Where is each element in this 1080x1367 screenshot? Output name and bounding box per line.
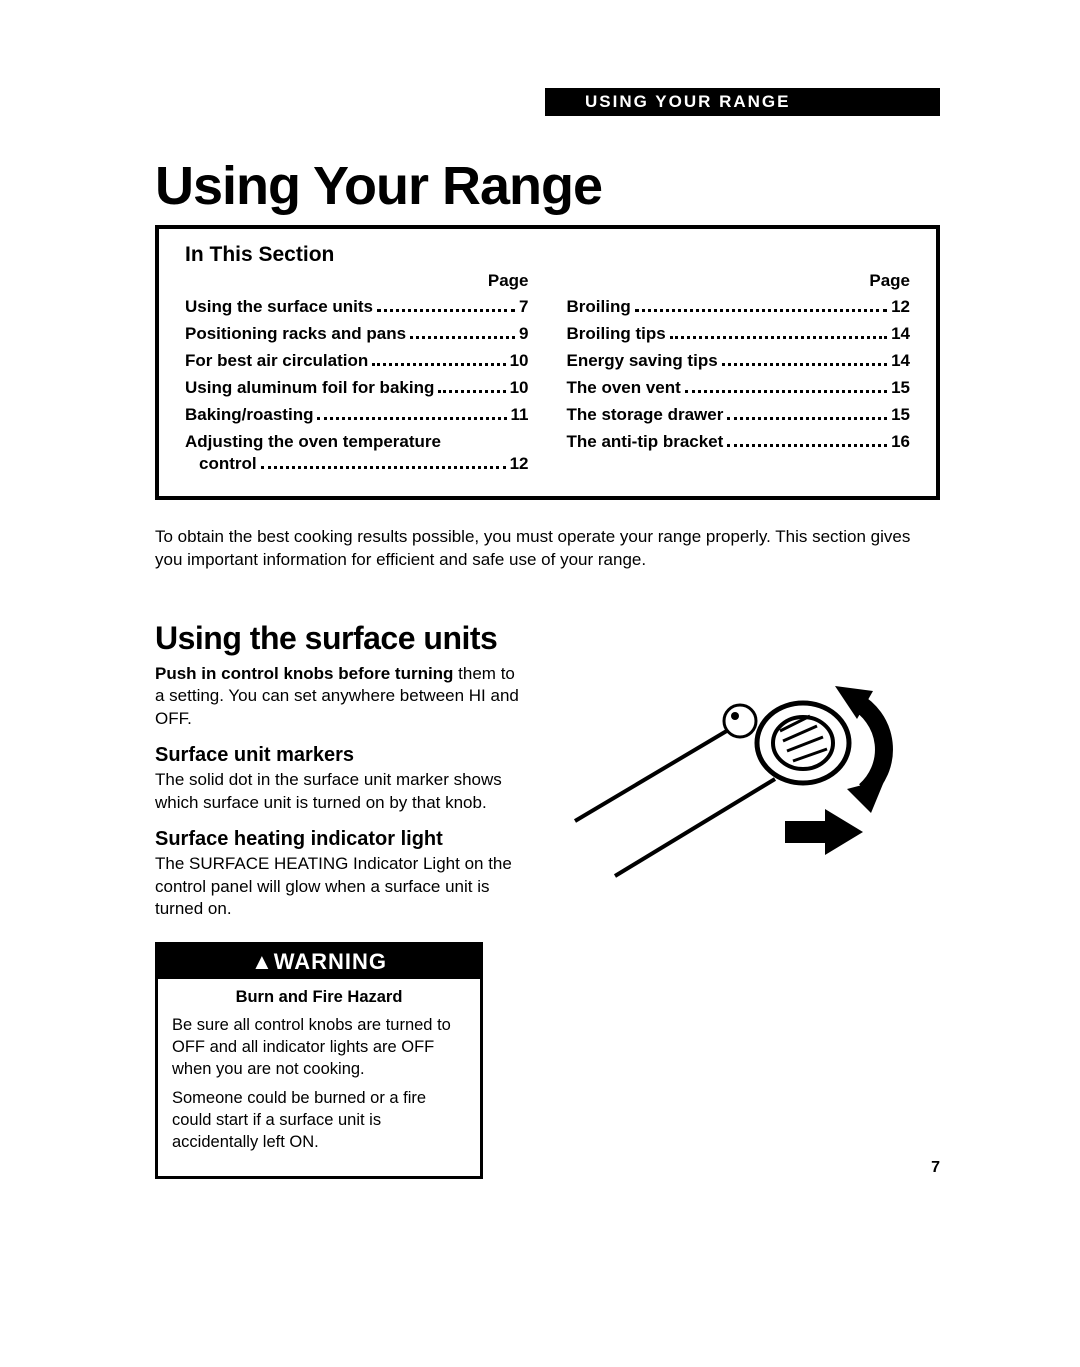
toc-page: 15 <box>891 405 910 425</box>
toc-entry: Broiling tips 14 <box>567 324 911 344</box>
toc-dots <box>317 417 506 420</box>
intro-paragraph: To obtain the best cooking results possi… <box>155 526 940 572</box>
toc-box: In This Section Page Using the surface u… <box>155 225 940 500</box>
toc-dots <box>372 363 505 366</box>
toc-page-label-right: Page <box>567 271 911 291</box>
warning-p1: Be sure all control knobs are turned to … <box>172 1015 466 1080</box>
toc-label: The storage drawer <box>567 405 724 425</box>
toc-dots <box>727 444 887 447</box>
knob-svg-icon <box>555 671 915 881</box>
indicator-heading: Surface heating indicator light <box>155 828 525 851</box>
left-column: Push in control knobs before turning the… <box>155 663 525 1179</box>
toc-entry: Baking/roasting 11 <box>185 405 529 425</box>
toc-label: Using aluminum foil for baking <box>185 378 434 398</box>
toc-page: 16 <box>891 432 910 452</box>
toc-dots <box>261 466 506 469</box>
toc-columns: Page Using the surface units 7 Positioni… <box>185 271 910 474</box>
warning-bar: ▲WARNING <box>158 945 480 979</box>
toc-label: Adjusting the oven temperature <box>185 432 529 452</box>
toc-dots <box>670 336 887 339</box>
section-heading: Using the surface units <box>155 620 935 657</box>
warning-hazard: Burn and Fire Hazard <box>172 987 466 1009</box>
toc-entry: Energy saving tips 14 <box>567 351 911 371</box>
header-bar: USING YOUR RANGE <box>545 88 940 116</box>
toc-page: 15 <box>891 378 910 398</box>
toc-label: Using the surface units <box>185 297 373 317</box>
toc-dots <box>635 309 887 312</box>
toc-label: The anti-tip bracket <box>567 432 724 452</box>
warning-box: ▲WARNING Burn and Fire Hazard Be sure al… <box>155 942 483 1178</box>
toc-entry: Using aluminum foil for baking 10 <box>185 378 529 398</box>
toc-page: 12 <box>891 297 910 317</box>
toc-page: 14 <box>891 324 910 344</box>
toc-dots <box>377 309 515 312</box>
toc-page: 10 <box>510 378 529 398</box>
toc-label: Broiling tips <box>567 324 666 344</box>
right-column <box>555 663 940 1179</box>
toc-entry: Positioning racks and pans 9 <box>185 324 529 344</box>
toc-entry: The oven vent 15 <box>567 378 911 398</box>
toc-label: Energy saving tips <box>567 351 718 371</box>
toc-page: 9 <box>519 324 528 344</box>
warning-body: Burn and Fire Hazard Be sure all control… <box>158 979 480 1175</box>
toc-col-right: Page Broiling 12 Broiling tips 14 Energy… <box>567 271 911 474</box>
page: USING YOUR RANGE Using Your Range In Thi… <box>0 0 1080 1367</box>
toc-page: 11 <box>511 405 529 425</box>
warning-p2: Someone could be burned or a fire could … <box>172 1088 466 1153</box>
toc-dots <box>727 417 887 420</box>
indicator-text: The SURFACE HEATING Indicator Light on t… <box>155 853 525 920</box>
toc-dots <box>438 390 505 393</box>
toc-entry: The anti-tip bracket 16 <box>567 432 911 452</box>
knob-illustration <box>555 671 940 886</box>
toc-heading: In This Section <box>185 243 910 267</box>
markers-text: The solid dot in the surface unit marker… <box>155 769 525 814</box>
toc-entry: For best air circulation 10 <box>185 351 529 371</box>
toc-page: 14 <box>891 351 910 371</box>
toc-label: For best air circulation <box>185 351 368 371</box>
toc-label: Baking/roasting <box>185 405 313 425</box>
push-in-bold: Push in control knobs before turning <box>155 664 453 683</box>
toc-dots <box>685 390 887 393</box>
toc-label: The oven vent <box>567 378 681 398</box>
push-in-text: Push in control knobs before turning the… <box>155 663 525 730</box>
toc-label: Broiling <box>567 297 631 317</box>
markers-heading: Surface unit markers <box>155 744 525 767</box>
page-number: 7 <box>931 1159 940 1177</box>
page-title: Using Your Range <box>155 155 940 217</box>
toc-dots <box>722 363 887 366</box>
toc-entry: Broiling 12 <box>567 297 911 317</box>
toc-page-label-left: Page <box>185 271 529 291</box>
toc-label: Positioning racks and pans <box>185 324 406 344</box>
toc-page: 10 <box>510 351 529 371</box>
content-columns: Push in control knobs before turning the… <box>155 663 940 1179</box>
toc-entry: Using the surface units 7 <box>185 297 529 317</box>
toc-page: 12 <box>510 454 529 474</box>
toc-col-left: Page Using the surface units 7 Positioni… <box>185 271 529 474</box>
toc-dots <box>410 336 515 339</box>
toc-sublabel: control <box>199 454 257 474</box>
toc-entry-multiline: Adjusting the oven temperature control 1… <box>185 432 529 474</box>
toc-page: 7 <box>519 297 528 317</box>
toc-entry: The storage drawer 15 <box>567 405 911 425</box>
